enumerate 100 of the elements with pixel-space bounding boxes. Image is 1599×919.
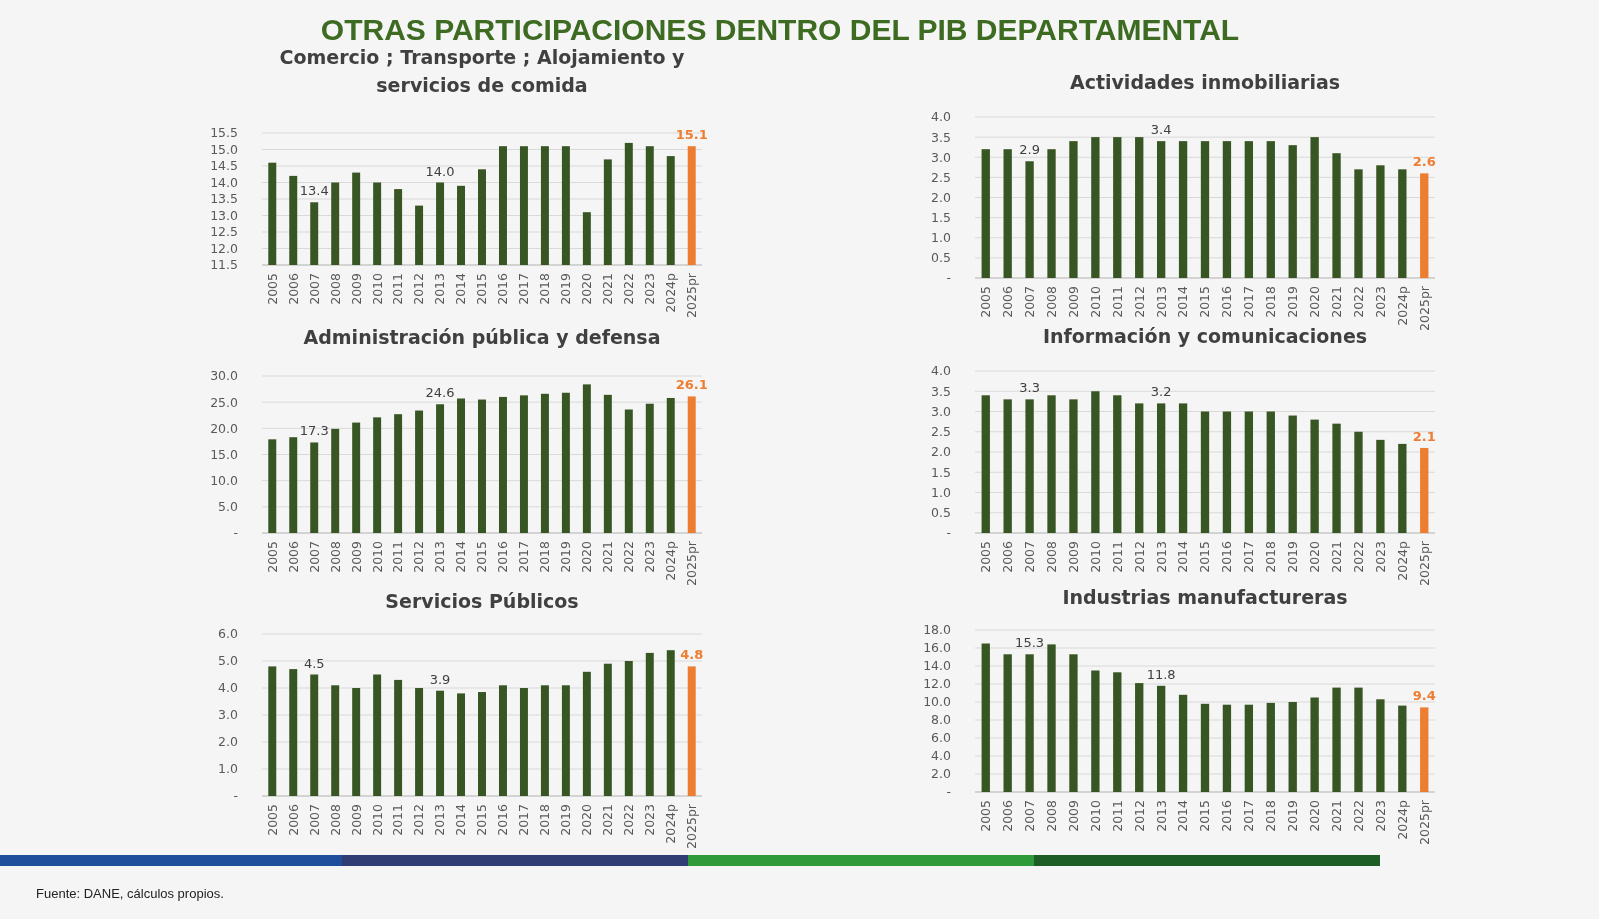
y-tick-label: 13.0 xyxy=(210,207,239,223)
x-tick-label: 2024p xyxy=(1394,799,1410,840)
x-tick-label: 2012 xyxy=(411,804,427,836)
x-tick-label: 2024p xyxy=(663,272,679,313)
bar xyxy=(1288,702,1297,792)
data-label: 4.8 xyxy=(680,647,704,663)
bar xyxy=(666,397,675,533)
bar xyxy=(1244,141,1254,278)
chart-title: Industrias manufactureras xyxy=(1062,586,1348,608)
bar xyxy=(1222,141,1232,278)
x-tick-label: 2016 xyxy=(495,540,511,573)
x-tick-label: 2025pr xyxy=(684,272,700,318)
x-tick-label: 2012 xyxy=(411,541,427,573)
data-label: 26.1 xyxy=(675,377,708,393)
x-tick-label: 2023 xyxy=(1372,800,1388,832)
bar xyxy=(540,393,549,533)
y-tick-label: 5.0 xyxy=(218,653,239,669)
bar xyxy=(519,395,528,533)
bar xyxy=(1398,443,1407,533)
x-tick-label: 2005 xyxy=(264,273,280,305)
x-tick-label: 2007 xyxy=(306,541,322,573)
x-tick-label: 2022 xyxy=(621,804,637,836)
bar xyxy=(1113,137,1122,278)
chart-title: Actividades inmobiliarias xyxy=(1069,71,1341,93)
y-tick-label: 0.5 xyxy=(931,505,951,521)
x-tick-label: 2010 xyxy=(1087,540,1103,573)
bar xyxy=(373,417,382,533)
bar xyxy=(645,403,654,533)
x-tick-label: 2015 xyxy=(474,541,490,573)
x-tick-label: 2023 xyxy=(642,273,658,305)
y-tick-label: 2.5 xyxy=(931,424,951,440)
bar xyxy=(1354,687,1363,792)
bar xyxy=(457,398,466,533)
x-tick-label: 2007 xyxy=(1021,541,1037,573)
bar xyxy=(1178,694,1188,792)
bar xyxy=(981,149,990,278)
bar xyxy=(457,693,466,796)
y-tick-label: 8.0 xyxy=(931,712,952,728)
y-tick-label: 20.0 xyxy=(210,420,239,436)
bar xyxy=(1135,683,1144,792)
data-label: 9.4 xyxy=(1412,688,1436,704)
bar xyxy=(1310,697,1319,792)
x-tick-label: 2025pr xyxy=(684,803,700,849)
chart-title: Servicios Públicos xyxy=(385,590,579,612)
x-tick-label: 2009 xyxy=(348,803,364,836)
bar xyxy=(687,666,696,796)
bar xyxy=(561,392,570,533)
bar xyxy=(352,688,361,796)
x-tick-label: 2006 xyxy=(285,540,301,573)
bar xyxy=(1244,411,1254,533)
x-tick-label: 2022 xyxy=(1350,541,1366,573)
bar xyxy=(540,685,549,796)
y-tick-label: 2.5 xyxy=(931,169,951,185)
y-tick-label: 4.0 xyxy=(931,748,952,764)
bar xyxy=(1200,411,1210,533)
bar xyxy=(1376,699,1385,792)
y-tick-label: 2.0 xyxy=(931,189,952,205)
y-tick-label: 12.5 xyxy=(210,224,238,240)
bar xyxy=(352,422,361,533)
x-tick-label: 2015 xyxy=(1197,541,1213,573)
y-tick-label: 10.0 xyxy=(923,694,952,710)
x-tick-label: 2011 xyxy=(1109,541,1125,573)
y-tick-label: 2.0 xyxy=(931,444,952,460)
data-label: 2.9 xyxy=(1019,142,1040,158)
bar xyxy=(415,410,424,533)
x-tick-label: 2017 xyxy=(516,541,532,573)
x-tick-label: 2015 xyxy=(474,273,490,305)
x-tick-label: 2021 xyxy=(1328,541,1344,573)
bar xyxy=(478,399,486,533)
x-tick-label: 2017 xyxy=(1241,800,1257,832)
bar xyxy=(1178,141,1188,278)
x-tick-label: 2005 xyxy=(978,541,994,573)
x-tick-label: 2007 xyxy=(306,273,322,305)
bar xyxy=(1222,704,1232,792)
y-tick-label: 30.0 xyxy=(210,368,239,384)
x-tick-label: 2013 xyxy=(432,804,448,836)
x-tick-label: 2010 xyxy=(1087,285,1103,318)
bar xyxy=(1047,395,1056,533)
bar xyxy=(478,692,486,796)
x-tick-label: 2020 xyxy=(579,803,595,836)
x-tick-label: 2005 xyxy=(264,541,280,573)
y-tick-label: 1.5 xyxy=(931,210,951,225)
bar xyxy=(310,674,319,796)
data-label: 13.4 xyxy=(299,183,329,199)
x-tick-label: 2012 xyxy=(1131,286,1147,318)
x-tick-label: 2011 xyxy=(390,804,406,836)
x-tick-label: 2006 xyxy=(1000,540,1016,573)
x-tick-label: 2021 xyxy=(600,804,616,836)
x-tick-label: 2025pr xyxy=(1416,285,1432,331)
bar xyxy=(666,650,675,796)
x-tick-label: 2020 xyxy=(1307,285,1322,318)
x-tick-label: 2013 xyxy=(432,541,448,573)
bar xyxy=(1047,149,1056,278)
x-tick-label: 2022 xyxy=(1350,286,1366,318)
bar xyxy=(1178,403,1188,533)
bar xyxy=(1156,403,1166,533)
x-tick-label: 2023 xyxy=(1372,541,1388,573)
bar xyxy=(1135,403,1144,533)
bar xyxy=(645,652,654,796)
bar xyxy=(268,666,277,796)
